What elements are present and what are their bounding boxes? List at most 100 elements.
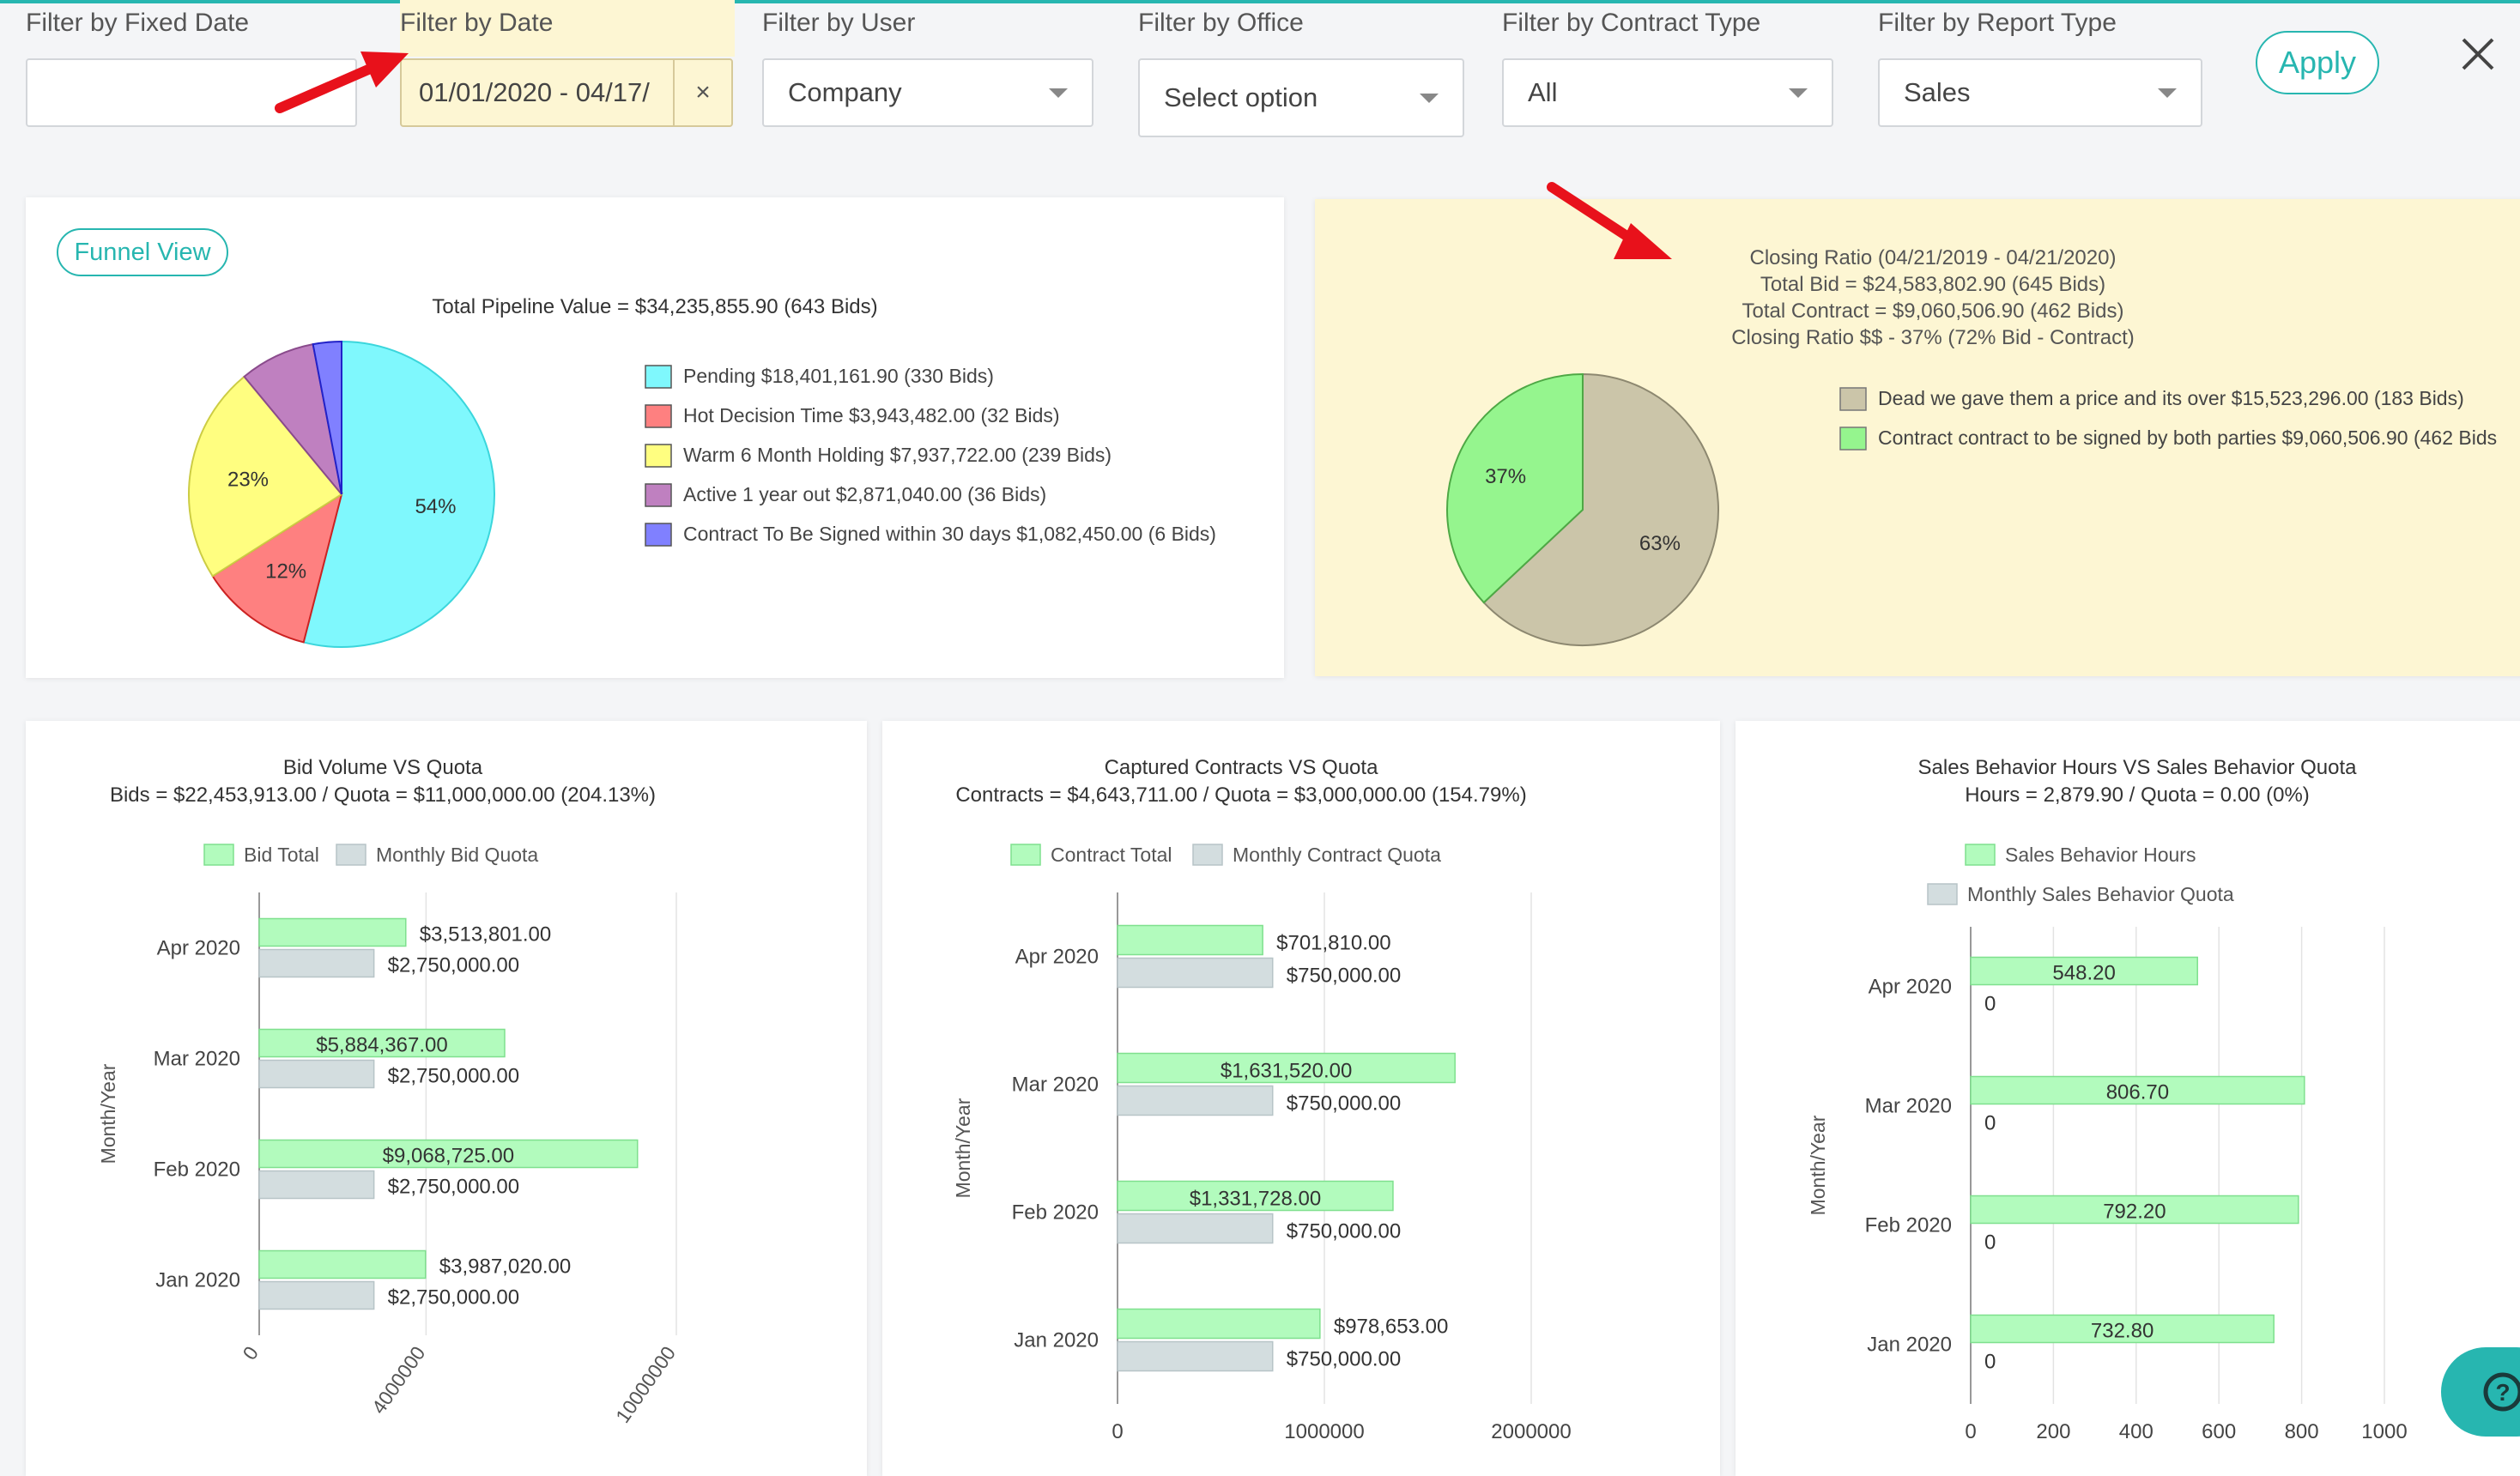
red-arrow-closing <box>1547 182 1641 247</box>
legend-label: Dead we gave them a price and its over $… <box>1878 387 2464 409</box>
legend-swatch <box>336 844 366 866</box>
y-tick-label: Feb 2020 <box>1865 1214 1952 1237</box>
bar-value-label: 732.80 <box>2091 1320 2154 1343</box>
y-tick-label: Mar 2020 <box>1865 1095 1952 1118</box>
pie-slice-label: 54% <box>415 495 456 518</box>
legend-label: Monthly Bid Quota <box>376 844 538 866</box>
report-type-filter-select[interactable]: Sales <box>1878 58 2202 127</box>
y-axis-label: Month/Year <box>1807 1115 1829 1215</box>
chart-title: Closing Ratio $$ - 37% (72% Bid - Contra… <box>1731 326 2135 349</box>
bar-value-label: $9,068,725.00 <box>383 1145 514 1168</box>
pie-slice-label: 63% <box>1639 532 1681 555</box>
x-tick-label: 400 <box>2119 1420 2154 1443</box>
chart-title: Hours = 2,879.90 / Quota = 0.00 (0%) <box>1965 783 2310 807</box>
pie-slice <box>188 375 343 578</box>
legend-label: Sales Behavior Hours <box>2005 844 2196 866</box>
bar <box>1117 1052 1456 1084</box>
bar-value-label: $750,000.00 <box>1287 1348 1401 1371</box>
bar-value-label: $2,750,000.00 <box>388 1065 519 1088</box>
bar <box>1117 1180 1394 1212</box>
chevron-down-icon <box>1049 88 1068 98</box>
legend-swatch <box>203 844 234 866</box>
pie-slice <box>243 342 342 495</box>
x-tick-label: 800 <box>2285 1420 2319 1443</box>
bar-value-label: $2,750,000.00 <box>388 954 519 977</box>
pie-slice-label: 23% <box>227 469 269 492</box>
bar-value-label: $3,513,801.00 <box>420 923 551 947</box>
y-tick-label: Apr 2020 <box>1015 946 1099 969</box>
date-filter-label-highlight <box>400 0 735 57</box>
legend-swatch <box>1192 844 1223 866</box>
bar-value-label: $1,631,520.00 <box>1221 1060 1352 1083</box>
legend-swatch <box>1927 883 1958 905</box>
y-tick-label: Feb 2020 <box>1012 1201 1099 1225</box>
close-icon[interactable] <box>2456 33 2499 76</box>
legend-label: Pending $18,401,161.90 (330 Bids) <box>683 365 994 387</box>
contract-type-filter-label: Filter by Contract Type <box>1502 9 1761 37</box>
date-range-filter-input[interactable]: 01/01/2020 - 04/17/ × <box>400 58 733 127</box>
funnel-view-button[interactable]: Funnel View <box>57 228 228 276</box>
bar-value-label: $750,000.00 <box>1287 1092 1401 1116</box>
pie-slice <box>211 492 343 644</box>
fixed-date-filter-input[interactable] <box>26 58 357 127</box>
red-arrow-date-head <box>360 51 409 88</box>
pie-slice <box>302 340 495 648</box>
legend-label: Monthly Contract Quota <box>1233 844 1441 866</box>
question-icon: ? <box>2483 1372 2520 1412</box>
user-filter-label: Filter by User <box>762 9 916 37</box>
bar-value-label: $1,331,728.00 <box>1190 1188 1321 1211</box>
bar-value-label: $3,987,020.00 <box>439 1255 571 1279</box>
pie-slice <box>1446 372 1584 604</box>
bar <box>258 1280 375 1310</box>
bar-value-label: $2,750,000.00 <box>388 1286 519 1310</box>
bar <box>1117 1213 1274 1244</box>
x-tick-label: 0 <box>1112 1420 1123 1443</box>
legend-label: Contract contract to be signed by both p… <box>1878 426 2497 449</box>
legend-label: Active 1 year out $2,871,040.00 (36 Bids… <box>683 483 1046 505</box>
report-type-filter-label: Filter by Report Type <box>1878 9 2117 37</box>
contract-type-filter-select[interactable]: All <box>1502 58 1833 127</box>
bar-value-label: 0 <box>1984 1112 1996 1135</box>
pie-slice-label: 37% <box>1485 465 1526 488</box>
y-axis-label: Month/Year <box>97 1063 119 1164</box>
legend-label: Contract To Be Signed within 30 days $1,… <box>683 523 1216 545</box>
user-filter-select[interactable]: Company <box>762 58 1093 127</box>
chart-title: Total Bid = $24,583,802.90 (645 Bids) <box>1760 273 2105 296</box>
clear-date-icon[interactable]: × <box>673 60 731 125</box>
bar-value-label: $750,000.00 <box>1287 1220 1401 1243</box>
bar-value-label: $2,750,000.00 <box>388 1176 519 1199</box>
x-tick-label: 1000 <box>2361 1420 2407 1443</box>
bar-value-label: 806.70 <box>2106 1081 2169 1104</box>
apply-button[interactable]: Apply <box>2256 31 2379 94</box>
legend-swatch <box>645 404 672 428</box>
x-tick-label: 2000000 <box>1491 1420 1571 1443</box>
red-arrow-closing-head <box>1614 223 1672 259</box>
bar-value-label: $978,653.00 <box>1334 1316 1448 1339</box>
chevron-down-icon <box>1789 88 1808 98</box>
office-filter-label: Filter by Office <box>1138 9 1304 37</box>
legend-swatch <box>1010 844 1041 866</box>
legend-label: Warm 6 Month Holding $7,937,722.00 (239 … <box>683 444 1112 466</box>
chart-title: Bid Volume VS Quota <box>283 756 483 779</box>
x-tick-label: 200 <box>2036 1420 2070 1443</box>
chevron-down-icon <box>1420 93 1439 103</box>
legend-swatch <box>1965 844 1996 866</box>
date-filter-label: Filter by Date <box>400 9 554 37</box>
bar <box>258 1249 427 1279</box>
help-button[interactable]: ? <box>2441 1347 2520 1437</box>
office-filter-value: Select option <box>1164 82 1318 112</box>
bar <box>1970 1195 2299 1225</box>
bar <box>258 1028 506 1058</box>
y-tick-label: Jan 2020 <box>1014 1329 1099 1352</box>
bid-volume-card <box>26 721 867 1476</box>
bar <box>1970 1314 2275 1344</box>
bar-value-label: $701,810.00 <box>1276 932 1390 955</box>
bar-value-label: 0 <box>1984 1231 1996 1255</box>
bar <box>1117 1308 1321 1340</box>
fixed-date-filter-label: Filter by Fixed Date <box>26 9 250 37</box>
bar <box>258 917 407 947</box>
x-tick-label: 1000000 <box>1284 1420 1364 1443</box>
y-tick-label: Jan 2020 <box>1867 1334 1952 1357</box>
office-filter-select[interactable]: Select option <box>1138 58 1464 137</box>
